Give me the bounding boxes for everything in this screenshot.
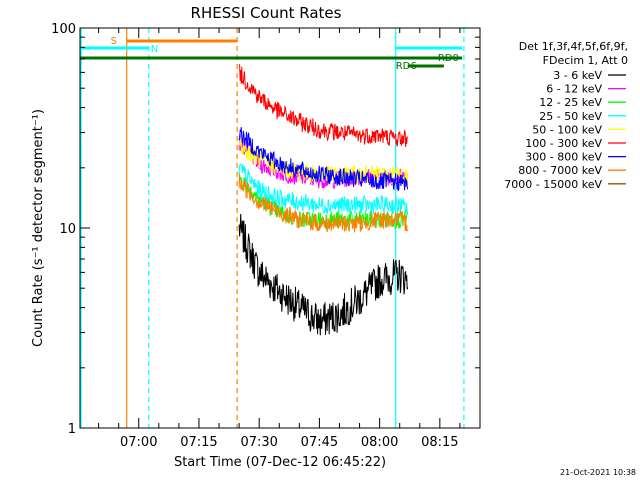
series-line-0 [238, 213, 409, 336]
legend-label: 7000 - 15000 keV [504, 178, 602, 191]
legend-label: 6 - 12 keV [546, 83, 602, 96]
night-label: N [151, 44, 158, 55]
rd6-label: RD6 [396, 61, 417, 72]
rd0-label: RD0 [438, 53, 459, 64]
legend-label: 3 - 6 keV [553, 69, 602, 82]
x-tick-label: 07:45 [301, 435, 338, 450]
series-layer [238, 64, 409, 336]
legend-header-line-1: Det 1f,3f,4f,5f,6f,9f, [519, 40, 628, 53]
series-line-6 [238, 127, 409, 192]
x-tick-label: 08:00 [361, 435, 398, 450]
legend-label: 300 - 800 keV [525, 151, 602, 164]
legend-label: 12 - 25 keV [539, 96, 602, 109]
axes: 1 10 100 07:00 07:15 07:30 07:45 08:00 08:15 [51, 22, 480, 450]
x-tick-label: 07:15 [180, 435, 217, 450]
series-line-7 [238, 174, 408, 233]
legend-label: 100 - 300 keV [525, 137, 602, 150]
y-tick-label: 1 [68, 422, 76, 437]
saa-label: S [111, 36, 117, 47]
x-tick-label: 08:15 [421, 435, 458, 450]
x-tick-label: 07:30 [240, 435, 277, 450]
footer-date: 21-Oct-2021 10:38 [560, 468, 636, 477]
x-axis-label: Start Time (07-Dec-12 06:45:22) [174, 455, 386, 470]
legend-label: 50 - 100 keV [532, 123, 602, 136]
legend-label: 25 - 50 keV [539, 110, 602, 123]
series-line-5 [239, 64, 408, 148]
legend-label: 800 - 7000 keV [518, 164, 602, 177]
legend-header-line-2: FDecim 1, Att 0 [543, 54, 628, 67]
y-axis-label: Count Rate (s⁻¹ detector segment⁻¹) [31, 109, 46, 347]
y-tick-label: 100 [51, 22, 76, 37]
x-tick-label: 07:00 [120, 435, 157, 450]
plot-frame [79, 27, 481, 429]
y-tick-label: 10 [59, 222, 76, 237]
chart-title: RHESSI Count Rates [191, 4, 342, 22]
